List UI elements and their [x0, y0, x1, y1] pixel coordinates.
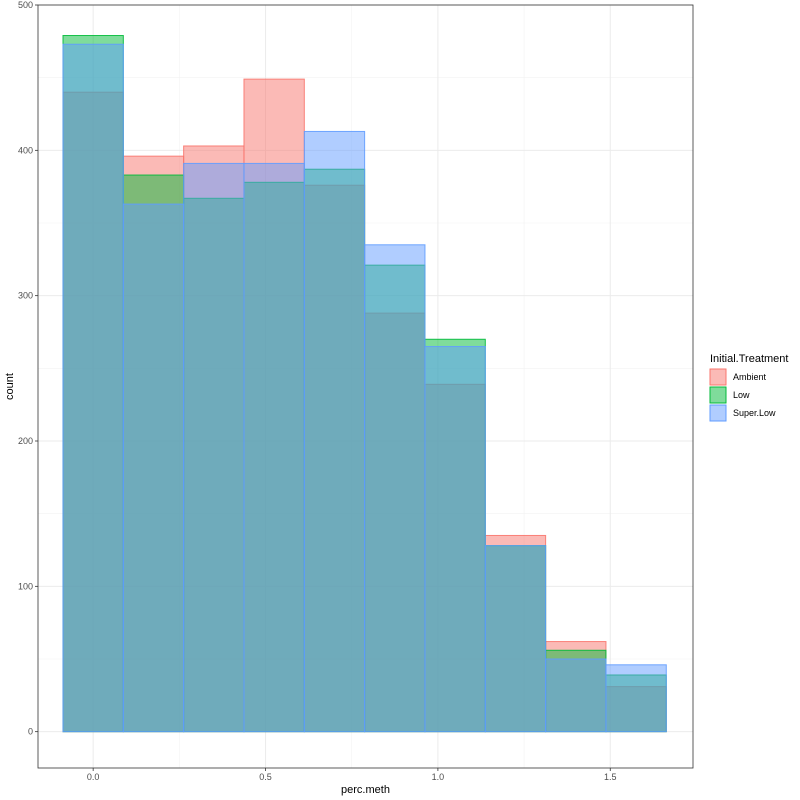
x-axis-title: perc.meth: [341, 784, 390, 796]
bar: [545, 658, 607, 733]
bar: [484, 545, 547, 733]
legend-label: Low: [733, 390, 750, 400]
y-axis: 0 100 200 300 400 500: [18, 0, 38, 737]
y-tick-label: 500: [18, 0, 33, 10]
x-tick-label: 0.5: [259, 772, 272, 782]
bar: [243, 162, 305, 733]
legend: Initial.Treatment Ambient Low Super.Low: [709, 353, 788, 422]
bar: [122, 203, 185, 733]
x-tick-label: 0.0: [87, 772, 100, 782]
x-axis: 0.0 0.5 1.0 1.5: [87, 768, 617, 782]
legend-label: Ambient: [733, 372, 767, 382]
x-tick-label: 1.0: [432, 772, 445, 782]
plot-panel-border: [37, 4, 694, 769]
bar: [605, 664, 667, 733]
bar: [62, 43, 124, 733]
x-tick-label: 1.5: [604, 772, 617, 782]
y-tick-label: 200: [18, 436, 33, 446]
bar: [364, 244, 426, 733]
legend-label: Super.Low: [733, 408, 776, 418]
bar: [424, 346, 486, 733]
bar: [303, 130, 366, 733]
y-tick-label: 400: [18, 145, 33, 155]
legend-title: Initial.Treatment: [710, 353, 788, 365]
series-super-low: [62, 43, 667, 733]
y-tick-label: 0: [28, 727, 33, 737]
y-axis-title: count: [4, 373, 16, 400]
bar: [183, 162, 245, 733]
legend-key: [709, 368, 727, 386]
histogram-bars: [62, 35, 667, 733]
legend-key: [709, 404, 727, 422]
y-tick-label: 100: [18, 581, 33, 591]
y-tick-label: 300: [18, 291, 33, 301]
legend-key: [709, 386, 727, 404]
